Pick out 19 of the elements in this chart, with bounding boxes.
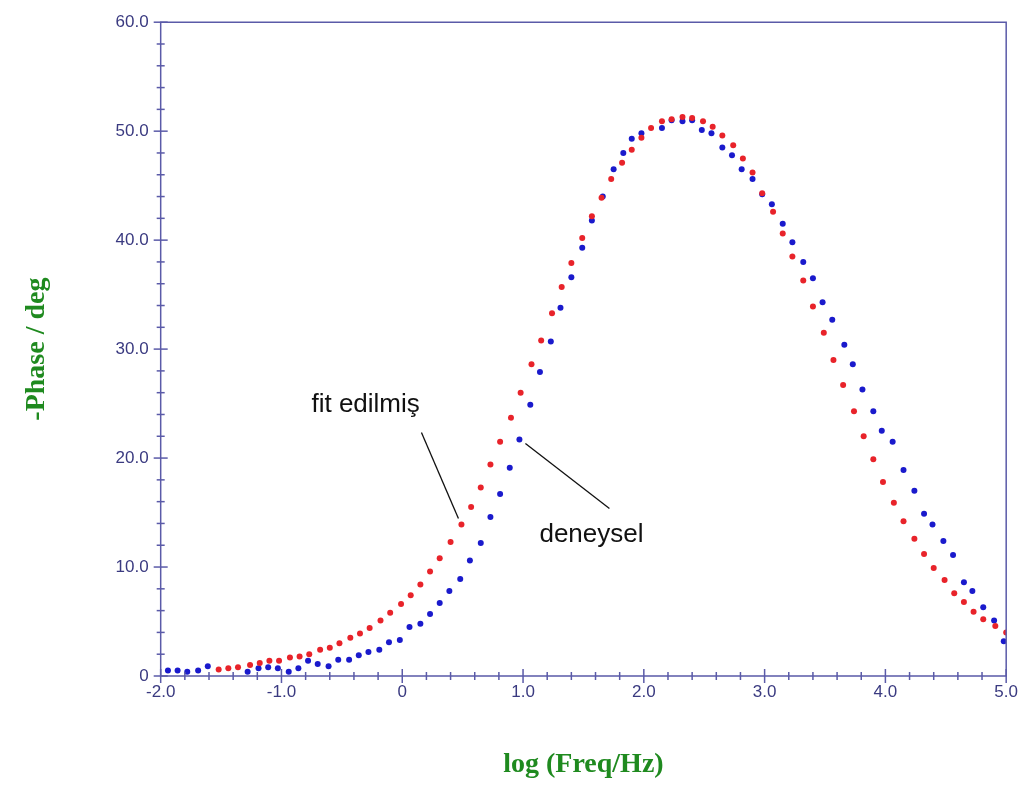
- y-axis-title: -Phase / deg: [19, 277, 51, 421]
- x-tick-label: -1.0: [266, 681, 297, 701]
- y-tick-label: 20.0: [115, 447, 149, 467]
- x-tick-label: -2.0: [146, 681, 176, 701]
- annotation: deneysel: [539, 517, 644, 548]
- x-tick-label: 1.0: [511, 681, 535, 701]
- x-axis-title: log (Freq/Hz): [503, 747, 664, 779]
- x-tick-label: 0: [397, 681, 407, 701]
- y-tick-label: 10.0: [115, 556, 149, 576]
- y-tick-label: 30.0: [115, 338, 149, 358]
- x-tick-label: 4.0: [873, 681, 898, 701]
- x-tick-label: 3.0: [752, 681, 777, 701]
- y-tick-label: 0: [139, 665, 149, 685]
- y-tick-label: 60.0: [115, 11, 149, 31]
- x-tick-label: 5.0: [994, 681, 1018, 701]
- x-tick-label: 2.0: [632, 681, 656, 701]
- y-tick-label: 50.0: [115, 120, 149, 140]
- annotation: fit edilmiş: [311, 387, 420, 418]
- y-tick-label: 40.0: [115, 229, 149, 249]
